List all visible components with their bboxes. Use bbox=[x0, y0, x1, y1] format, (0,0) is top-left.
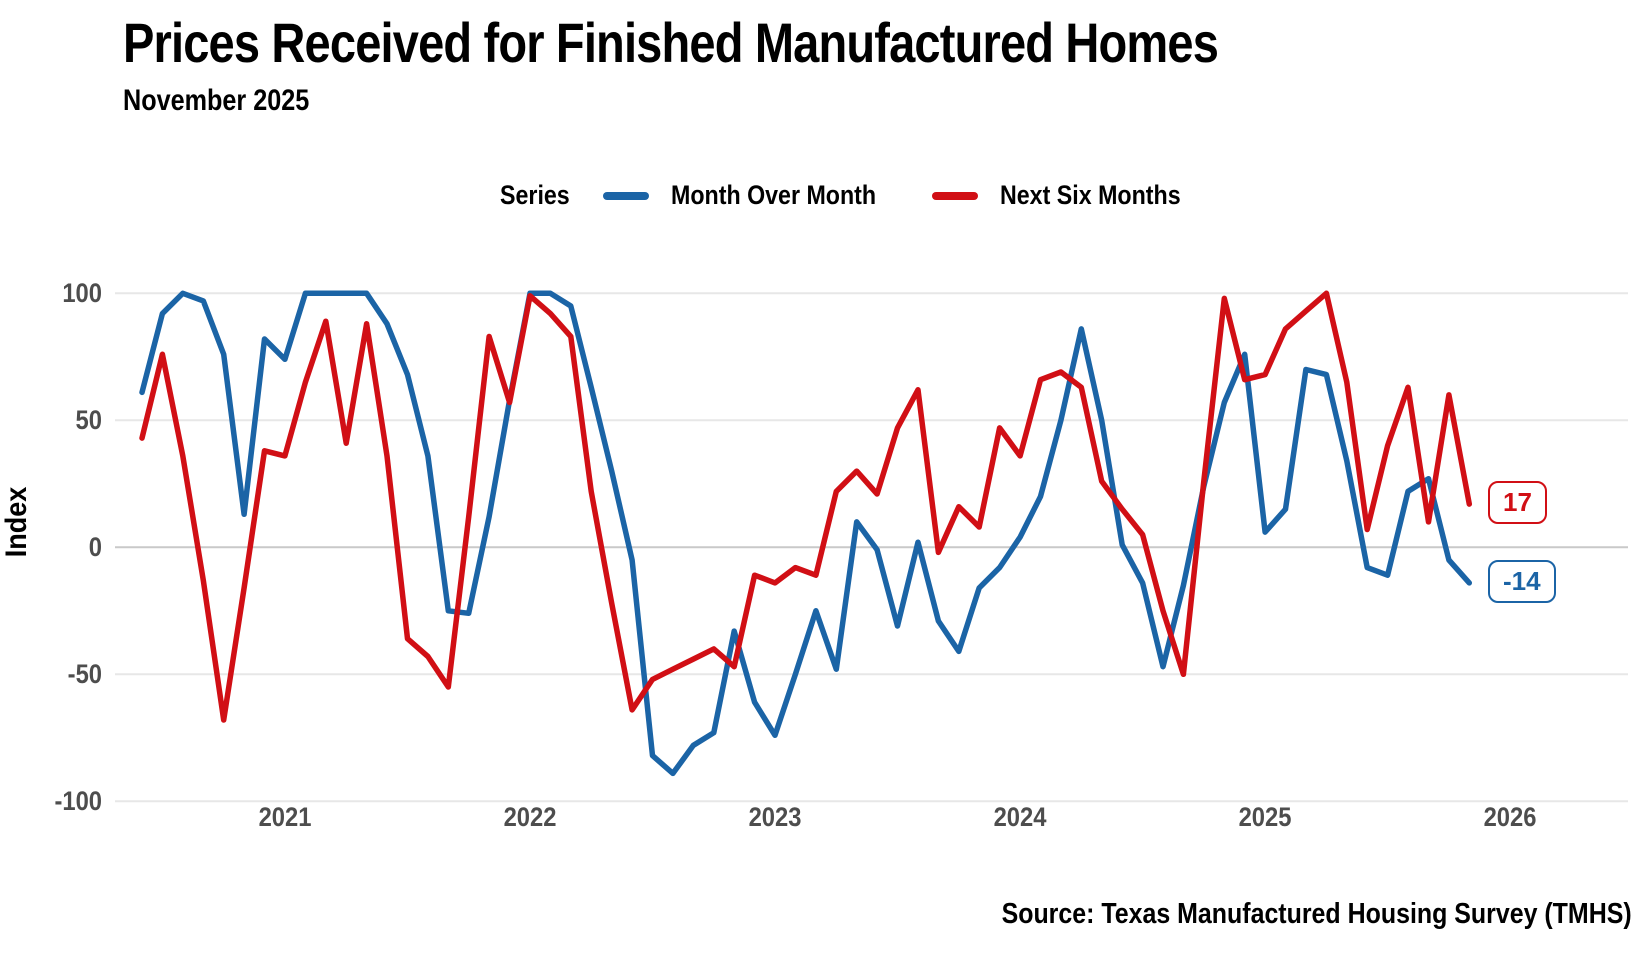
chart-title: Prices Received for Finished Manufacture… bbox=[123, 11, 1219, 74]
legend-item-next-six-months: Next Six Months bbox=[999, 180, 1181, 210]
month-over-month-line bbox=[139, 290, 1473, 777]
x-tick-2026: 2026 bbox=[1483, 802, 1537, 832]
chart-subtitle: November 2025 bbox=[123, 84, 310, 117]
legend-title: Series bbox=[500, 180, 570, 210]
end-label-month-over-month: -14 bbox=[1488, 559, 1556, 604]
legend-swatch-next-six-months bbox=[931, 191, 978, 200]
y-tick-0: 0 bbox=[88, 532, 102, 563]
y-tick-neg50: -50 bbox=[67, 659, 102, 690]
end-label-next-six-months: 17 bbox=[1488, 481, 1547, 525]
x-tick-2022: 2022 bbox=[503, 802, 557, 832]
y-tick-100: 100 bbox=[62, 278, 102, 309]
source-note: Source: Texas Manufactured Housing Surve… bbox=[1001, 898, 1632, 930]
x-tick-2021: 2021 bbox=[258, 802, 312, 832]
legend-item-month-over-month: Month Over Month bbox=[671, 180, 877, 210]
legend-swatch-month-over-month bbox=[603, 191, 650, 200]
x-tick-2023: 2023 bbox=[748, 802, 802, 832]
x-tick-2025: 2025 bbox=[1238, 802, 1292, 832]
x-tick-2024: 2024 bbox=[993, 802, 1047, 832]
next-six-months-line bbox=[139, 290, 1473, 723]
legend: Series Month Over Month Next Six Months bbox=[500, 180, 1200, 211]
y-tick-50: 50 bbox=[75, 405, 102, 436]
y-tick-neg100: -100 bbox=[54, 786, 102, 817]
